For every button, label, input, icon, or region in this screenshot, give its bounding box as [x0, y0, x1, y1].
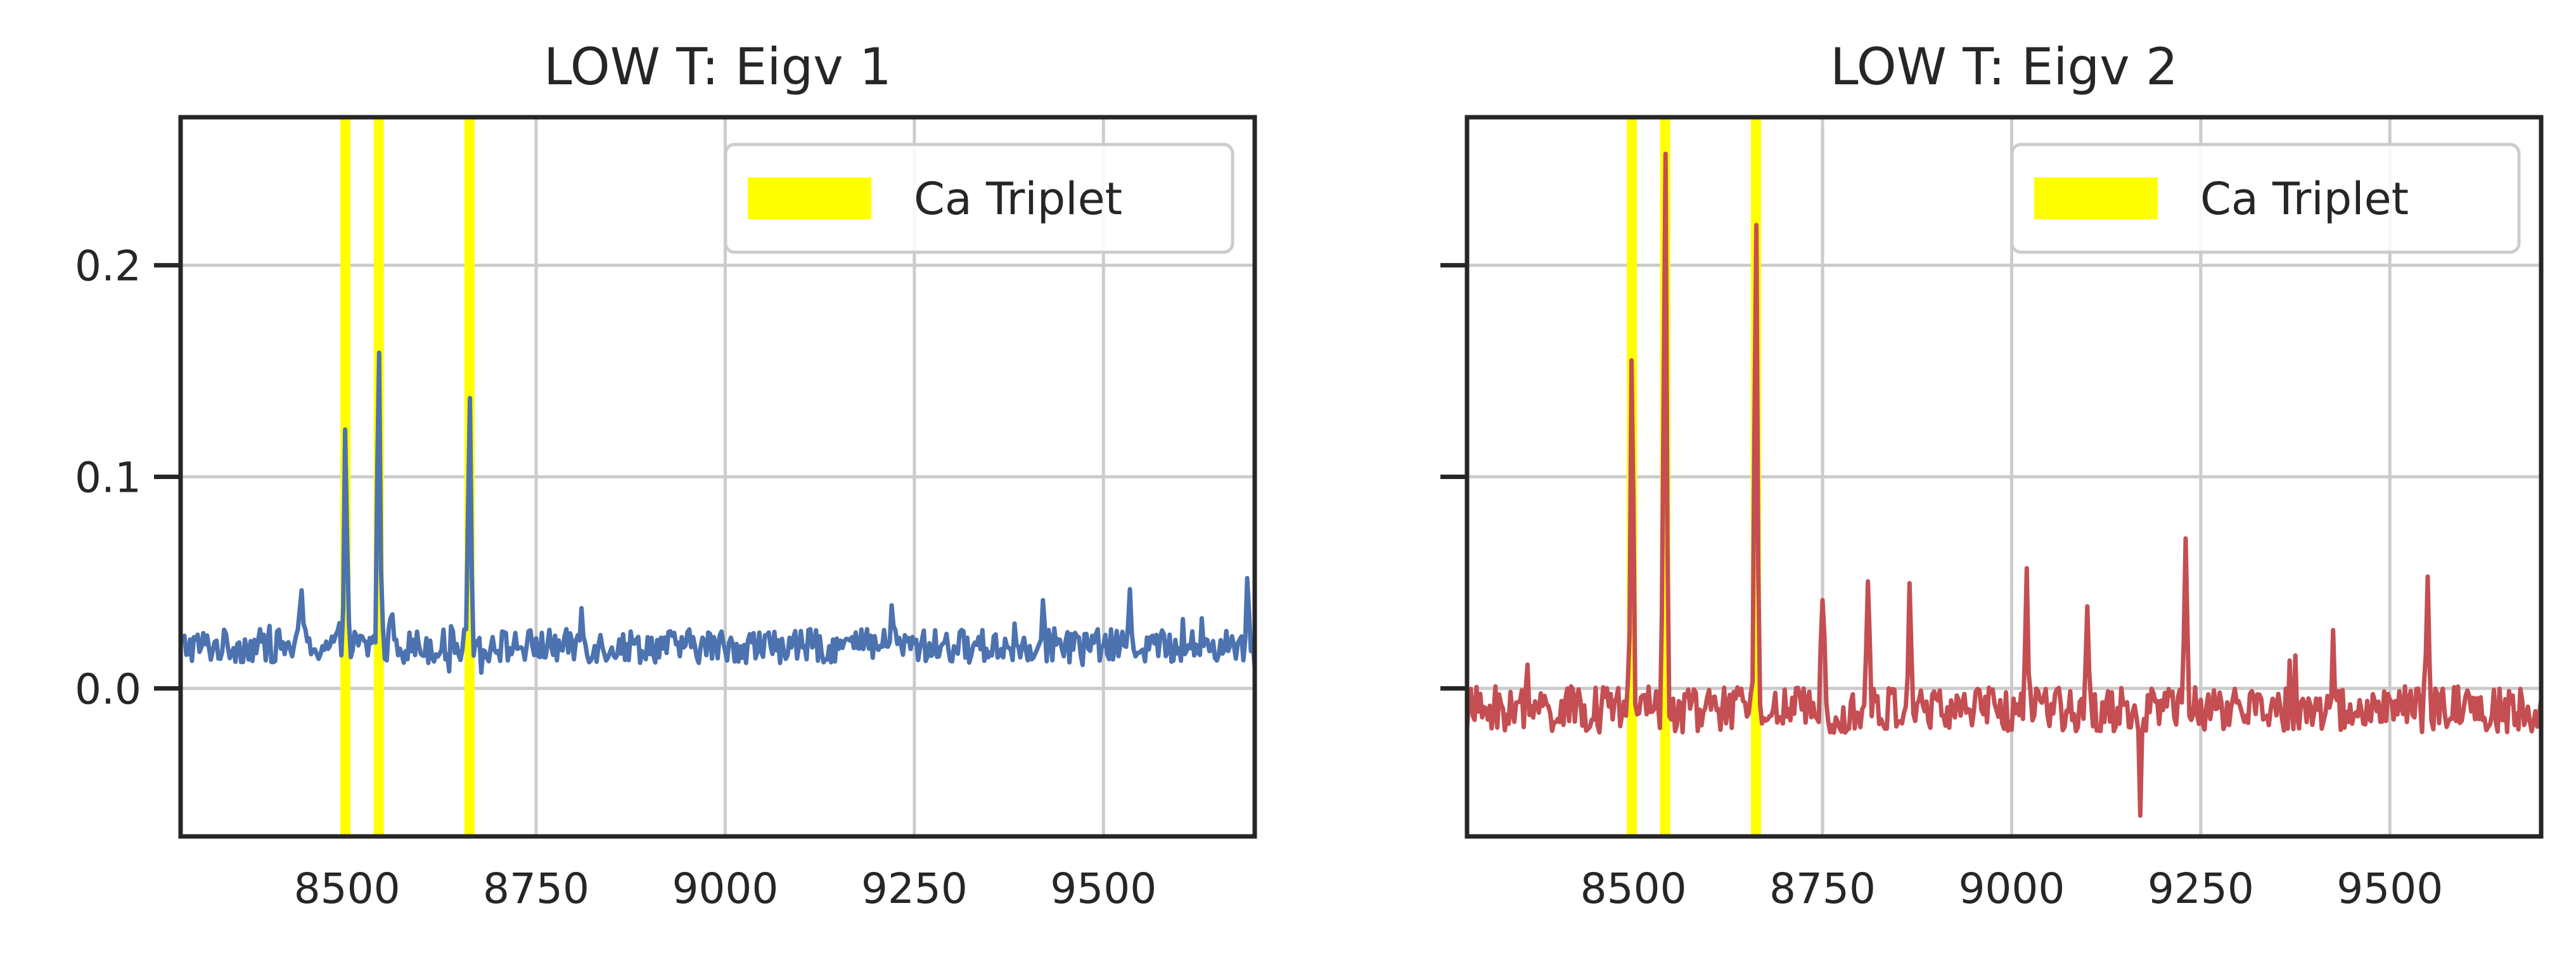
- legend-box: [2010, 143, 2521, 254]
- y-tick-label: 0.0: [75, 665, 141, 713]
- x-tick-label: 9500: [1050, 864, 1157, 913]
- x-tick-label: 9000: [672, 864, 778, 913]
- x-tick-label: 9250: [861, 864, 968, 913]
- legend: Ca Triplet: [724, 143, 1234, 254]
- x-tick-label: 8750: [483, 864, 589, 913]
- y-tick-label: 0.1: [75, 454, 141, 502]
- panel-eigv-2: LOW T: Eigv 2 8500 8750 9000 9250 9500 Ca Tri…: [1440, 37, 2544, 913]
- legend-label: Ca Triplet: [914, 173, 1122, 225]
- legend-swatch: [748, 177, 871, 219]
- legend-swatch: [2034, 177, 2158, 219]
- legend-label: Ca Triplet: [2200, 173, 2409, 225]
- panel-title: LOW T: Eigv 1: [544, 37, 892, 96]
- panel-title: LOW T: Eigv 2: [1830, 37, 2178, 96]
- x-tick-label: 9000: [1958, 864, 2065, 913]
- legend-box: [724, 143, 1234, 254]
- legend: Ca Triplet: [2010, 143, 2521, 254]
- x-tick-label: 8500: [1580, 864, 1687, 913]
- x-tick-label: 8750: [1769, 864, 1876, 913]
- x-tick-label: 8500: [294, 864, 400, 913]
- x-tick-label: 9500: [2336, 864, 2443, 913]
- series-line: [181, 350, 1255, 675]
- x-tick-label: 9250: [2148, 864, 2254, 913]
- series-line: [1467, 151, 2541, 818]
- panel-eigv-1: LOW T: Eigv 1 8500 8750 9000 9250 9500 0.0 0.1…: [75, 37, 1257, 913]
- y-tick-label: 0.2: [75, 242, 141, 291]
